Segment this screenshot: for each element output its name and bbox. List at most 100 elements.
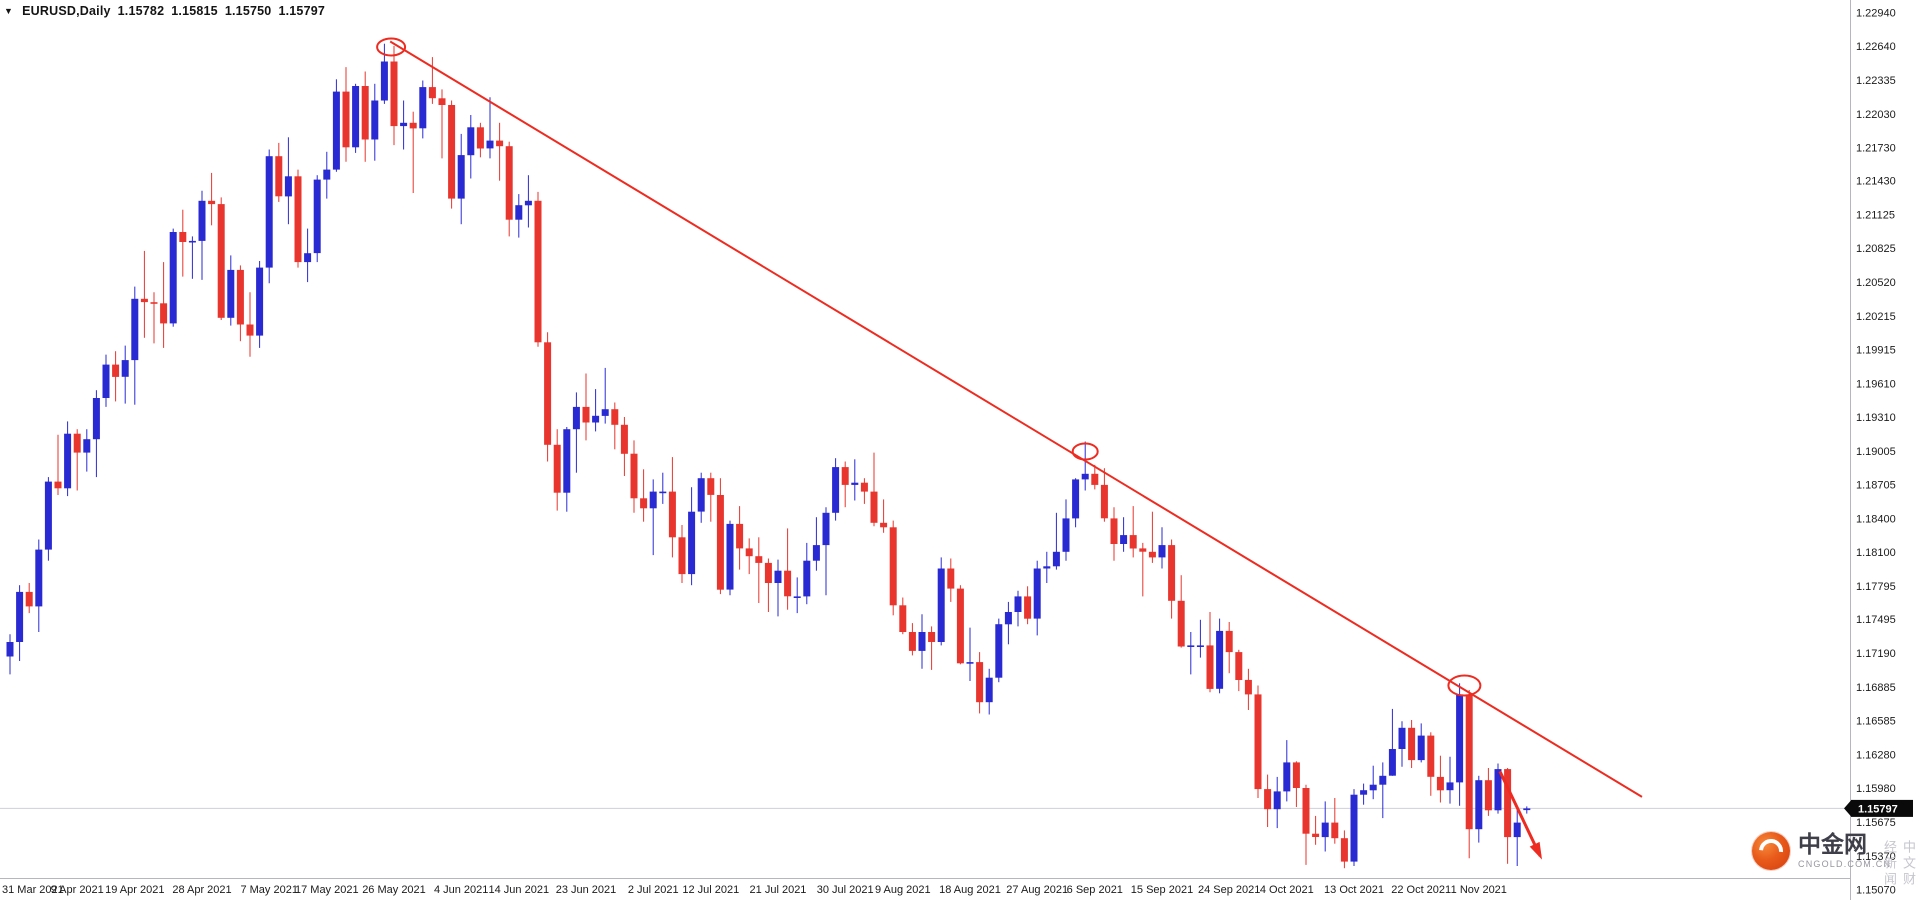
time-axis-label: 27 Aug 2021: [1006, 884, 1068, 896]
trendline-touch-ellipse[interactable]: [1447, 674, 1482, 697]
price-axis-label: 1.16585: [1856, 716, 1896, 728]
candle-body: [380, 61, 388, 101]
sell-signal-arrow[interactable]: [1498, 770, 1542, 857]
candle-body: [150, 302, 158, 304]
price-axis-label: 1.22030: [1856, 109, 1896, 121]
price-axis-label: 1.21730: [1856, 142, 1896, 154]
candle-body: [390, 61, 398, 127]
candle-body: [1264, 789, 1272, 810]
candle-body: [1302, 788, 1310, 834]
candle-body: [1081, 473, 1089, 480]
time-axis-label: 28 Apr 2021: [172, 884, 231, 896]
candle-body: [304, 253, 312, 263]
candle-body: [1072, 479, 1080, 519]
candle-body: [1283, 762, 1291, 792]
candle-body: [1110, 518, 1118, 544]
candle-body: [1225, 630, 1233, 653]
candle-body: [217, 204, 225, 318]
time-axis-label: 2 Jul 2021: [628, 884, 679, 896]
candle-body: [1129, 535, 1137, 549]
candle-body: [131, 298, 139, 361]
candle-body: [1235, 652, 1243, 680]
candle-body: [313, 179, 321, 254]
candle-body: [64, 433, 72, 489]
time-axis-label: 22 Oct 2021: [1391, 884, 1451, 896]
candle-body: [1254, 694, 1262, 790]
candle-body: [284, 176, 292, 197]
price-axis-label: 1.17795: [1856, 581, 1896, 593]
side-watermark-text: 中文财经新闻: [1882, 840, 1916, 888]
time-axis-label: 9 Apr 2021: [51, 884, 104, 896]
candle-body: [697, 478, 705, 512]
trendline-touch-ellipse[interactable]: [376, 37, 407, 57]
candle-body: [438, 98, 446, 105]
candle-body: [1417, 735, 1425, 761]
price-axis-label: 1.17495: [1856, 614, 1896, 626]
price-axis-label: 1.21430: [1856, 176, 1896, 188]
candle-body: [1187, 645, 1195, 647]
candle-body: [54, 481, 62, 489]
candle-body: [448, 105, 456, 199]
time-axis-label: 31 Mar 2021: [2, 884, 64, 896]
cngold-logo-icon: [1752, 832, 1790, 870]
candle-body: [1148, 551, 1156, 558]
candle-body: [524, 200, 532, 206]
candle-body: [870, 491, 878, 523]
candle-body: [851, 482, 859, 485]
candle-body: [476, 127, 484, 149]
candle-body: [563, 429, 571, 493]
price-axis-label: 1.18100: [1856, 547, 1896, 559]
candle-body: [784, 570, 792, 597]
candle-body: [419, 87, 427, 129]
candle-body: [6, 642, 14, 657]
symbol-marker-icon[interactable]: ▼: [4, 5, 14, 16]
candle-body: [985, 677, 993, 703]
candle-body: [83, 439, 91, 453]
candle-body: [246, 324, 254, 336]
candle-body: [16, 591, 24, 642]
price-axis-label: 1.15980: [1856, 783, 1896, 795]
candle-body: [745, 548, 753, 557]
candle-body: [332, 91, 340, 170]
candle-body: [1120, 535, 1128, 544]
candle-body: [25, 591, 33, 607]
candle-body: [889, 527, 897, 606]
candle-body: [160, 303, 168, 324]
candle-body: [275, 156, 283, 197]
trendline-touch-ellipse[interactable]: [1071, 442, 1099, 461]
candle-body: [92, 398, 100, 440]
cngold-brand-url: CNGOLD.COM.CN: [1798, 858, 1892, 869]
candle-body: [1158, 545, 1166, 558]
current-price-tag-label: 1.15797: [1858, 803, 1898, 815]
candle-body: [188, 240, 196, 243]
price-axis-label: 1.15370: [1856, 851, 1896, 863]
candle-body: [1177, 600, 1185, 647]
sell-signal-arrowhead: [1529, 841, 1542, 860]
candle-body: [1292, 762, 1300, 788]
price-axis-label: 1.22335: [1856, 75, 1896, 87]
price-axis-label: 1.17190: [1856, 648, 1896, 660]
open-value: 1.15782: [117, 4, 165, 18]
price-axis-label: 1.16280: [1856, 750, 1896, 762]
candle-body: [1513, 822, 1521, 838]
candle-body: [294, 176, 302, 263]
candle-body: [611, 409, 619, 425]
time-axis-label: 24 Sep 2021: [1198, 884, 1260, 896]
candle-body: [1331, 822, 1339, 839]
candle-body: [44, 481, 52, 550]
candle-body: [544, 342, 552, 445]
candle-body: [1033, 568, 1041, 619]
candle-body: [1340, 838, 1348, 862]
candle-body: [112, 364, 120, 377]
trendline[interactable]: [389, 40, 1643, 798]
time-axis-label: 30 Jul 2021: [817, 884, 874, 896]
candle-body: [505, 146, 513, 220]
candle-body: [1494, 769, 1502, 811]
candle-body: [918, 632, 926, 651]
candle-body: [1312, 833, 1320, 837]
chart-header: ▼ EURUSD,Daily 1.15782 1.15815 1.15750 1…: [4, 4, 325, 18]
candle-body: [860, 482, 868, 492]
candle-body: [400, 122, 408, 127]
candle-body: [736, 523, 744, 549]
